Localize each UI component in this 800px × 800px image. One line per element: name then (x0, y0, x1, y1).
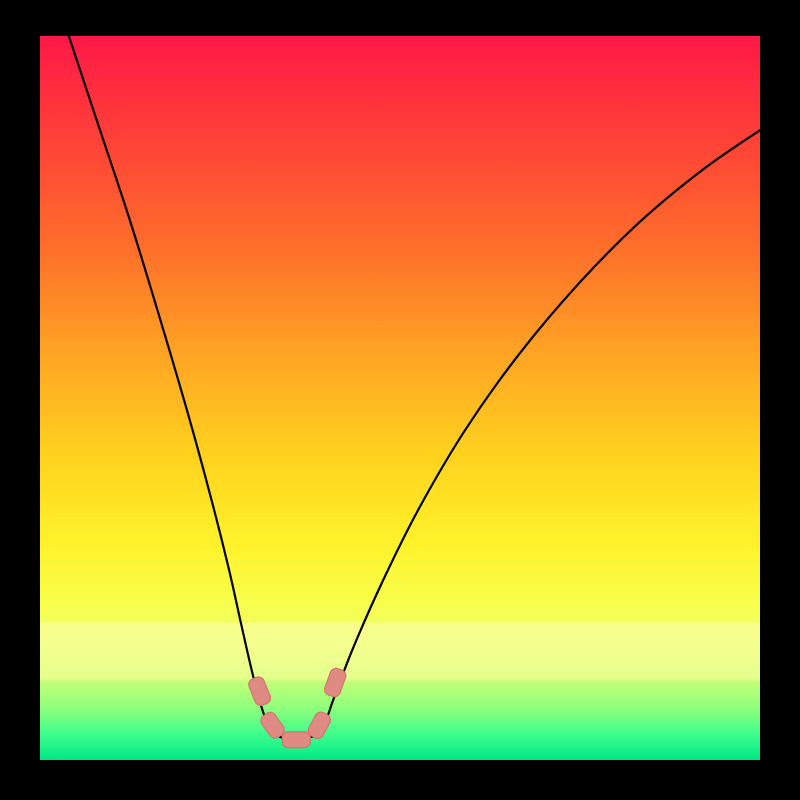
chart-root: TheBottleneck.com (0, 0, 800, 800)
plot-area (40, 36, 760, 760)
marker-2 (282, 732, 310, 748)
frame-border-right (760, 0, 800, 800)
plot-svg (40, 36, 760, 760)
frame-border-top (0, 0, 800, 36)
frame-border-left (0, 0, 40, 800)
highlight-band (40, 622, 760, 680)
frame-border-bottom (0, 760, 800, 800)
